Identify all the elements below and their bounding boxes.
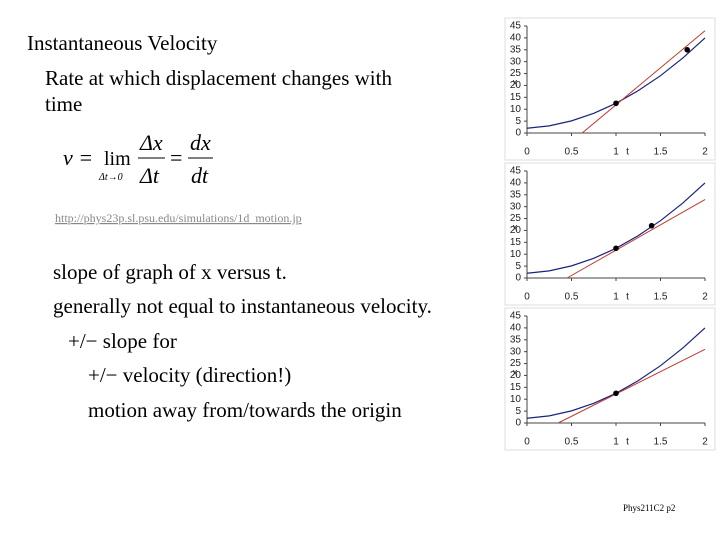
x-tick-label: 0.5 — [565, 292, 579, 303]
y-tick-label: 0 — [515, 128, 521, 139]
x-tick-label: 0 — [524, 437, 530, 448]
x-tick-label: 1 — [613, 292, 619, 303]
y-tick-label: 10 — [510, 394, 522, 405]
graph-background — [504, 17, 716, 161]
y-tick-label: 30 — [510, 201, 522, 212]
x-axis-label: t — [626, 292, 629, 303]
subtitle-line: Rate at which displacement changes with — [45, 66, 392, 90]
point — [648, 222, 655, 229]
y-tick-label: 5 — [515, 261, 521, 272]
formula-part: = — [170, 145, 182, 170]
y-tick-label: 5 — [515, 406, 521, 417]
x-tick-label: 1.5 — [654, 437, 668, 448]
point — [613, 245, 619, 252]
x-tick-label: 0.5 — [565, 437, 579, 448]
formula-part: Δt→0 — [98, 172, 123, 183]
y-tick-label: 10 — [510, 249, 522, 260]
point — [684, 46, 690, 53]
y-tick-label: 35 — [510, 334, 522, 345]
y-axis-label: x — [513, 223, 518, 234]
formula-part: dx — [190, 130, 211, 155]
formula: v = lim Δt→0 Δx Δt = dx dt — [63, 130, 213, 188]
y-tick-label: 35 — [510, 44, 522, 55]
bullet: motion away from/towards the origin — [88, 398, 402, 422]
y-tick-label: 20 — [510, 225, 522, 236]
x-tick-label: 1 — [613, 437, 619, 448]
x-tick-label: 2 — [702, 437, 708, 448]
y-tick-label: 45 — [510, 21, 522, 32]
x-tick-label: 1 — [613, 147, 619, 158]
formula-part: v = — [63, 145, 93, 170]
y-tick-label: 35 — [510, 189, 522, 200]
y-tick-label: 15 — [510, 237, 522, 248]
x-tick-label: 1.5 — [654, 147, 668, 158]
bullet: slope of graph of x versus t. — [53, 260, 287, 284]
y-axis-label: x — [513, 78, 518, 89]
y-tick-label: 25 — [510, 213, 522, 224]
x-axis-label: t — [626, 147, 629, 158]
graph-background — [504, 162, 716, 306]
graph-background — [504, 307, 716, 451]
x-tick-label: 0 — [524, 147, 530, 158]
formula-part: lim — [104, 148, 131, 170]
slide-title: Instantaneous Velocity — [27, 31, 218, 55]
y-tick-label: 45 — [510, 311, 522, 322]
y-tick-label: 40 — [510, 323, 522, 334]
y-tick-label: 40 — [510, 178, 522, 189]
y-tick-label: 5 — [515, 116, 521, 127]
formula-part: Δx — [139, 130, 163, 155]
bullet: generally not equal to instantaneous vel… — [53, 294, 432, 318]
point — [613, 100, 619, 107]
y-tick-label: 40 — [510, 33, 522, 44]
point — [613, 390, 619, 397]
secant-line — [581, 30, 706, 134]
y-tick-label: 30 — [510, 346, 522, 357]
link[interactable]: http://phys23p.sl.psu.edu/simulations/1d… — [55, 211, 302, 225]
formula-part: Δt — [139, 163, 160, 188]
y-tick-label: 15 — [510, 382, 522, 393]
y-tick-label: 0 — [515, 273, 521, 284]
subtitle-line: time — [45, 92, 82, 116]
bullet: +/− velocity (direction!) — [88, 363, 291, 387]
x-tick-label: 0 — [524, 292, 530, 303]
x-tick-label: 0.5 — [565, 147, 579, 158]
y-tick-label: 0 — [515, 418, 521, 429]
x-axis-label: t — [626, 437, 629, 448]
y-tick-label: 25 — [510, 358, 522, 369]
y-tick-label: 20 — [510, 80, 522, 91]
y-tick-label: 25 — [510, 68, 522, 79]
y-tick-label: 10 — [510, 104, 522, 115]
y-tick-label: 30 — [510, 56, 522, 67]
bullet: +/− slope for — [68, 329, 177, 353]
secant-line — [557, 348, 706, 424]
y-tick-label: 15 — [510, 92, 522, 103]
y-axis-label: x — [513, 368, 518, 379]
formula-part: dt — [191, 163, 209, 188]
x-tick-label: 2 — [702, 292, 708, 303]
y-tick-label: 20 — [510, 370, 522, 381]
secant-line — [566, 199, 706, 279]
x-tick-label: 2 — [702, 147, 708, 158]
x-tick-label: 1.5 — [654, 292, 668, 303]
footer: Phys211C2 p2 — [623, 503, 675, 513]
y-tick-label: 45 — [510, 166, 522, 177]
